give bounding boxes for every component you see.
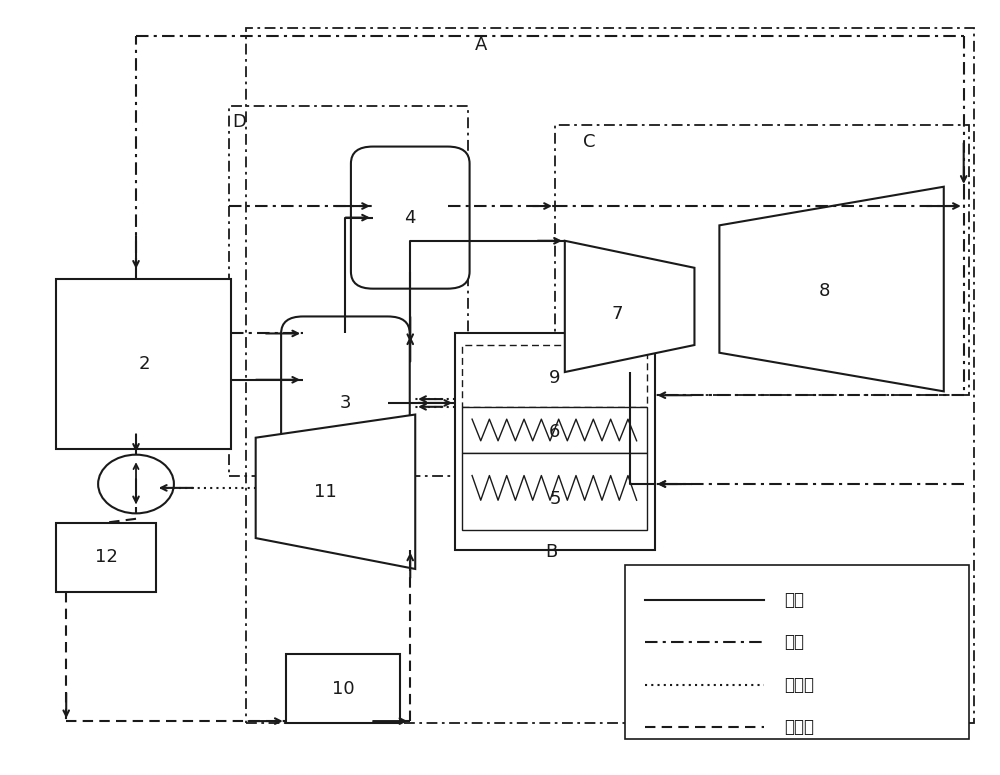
Text: 10: 10	[332, 680, 355, 698]
Text: D: D	[233, 113, 247, 131]
Bar	[56, 522, 156, 592]
Bar	[246, 29, 974, 723]
Text: A: A	[475, 36, 487, 54]
Text: 氢气: 氢气	[784, 591, 804, 609]
Text: 12: 12	[95, 549, 118, 567]
Bar	[555, 125, 969, 395]
FancyBboxPatch shape	[351, 146, 470, 288]
Bar	[462, 453, 647, 530]
Text: 11: 11	[314, 483, 337, 501]
Text: 水蒸气: 水蒸气	[784, 676, 814, 694]
Text: 氧气: 氧气	[784, 633, 804, 651]
Bar	[462, 407, 647, 453]
Bar	[229, 105, 468, 477]
Text: 冷凝水: 冷凝水	[784, 718, 814, 736]
Polygon shape	[565, 241, 694, 372]
Text: 3: 3	[340, 394, 351, 412]
Text: C: C	[583, 133, 595, 150]
Bar	[625, 565, 969, 739]
Text: B: B	[545, 543, 557, 562]
Text: 6: 6	[549, 422, 561, 440]
Text: 7: 7	[612, 305, 623, 323]
Text: 5: 5	[549, 491, 561, 508]
Polygon shape	[719, 187, 944, 391]
Circle shape	[98, 455, 174, 513]
Bar	[56, 280, 231, 449]
FancyBboxPatch shape	[281, 316, 410, 490]
Polygon shape	[256, 415, 415, 569]
Text: 9: 9	[549, 369, 561, 388]
Bar	[462, 345, 647, 407]
Text: 4: 4	[404, 208, 416, 226]
Text: 2: 2	[138, 355, 150, 374]
Bar	[286, 654, 400, 723]
Bar	[455, 333, 655, 549]
Text: 8: 8	[818, 282, 830, 300]
